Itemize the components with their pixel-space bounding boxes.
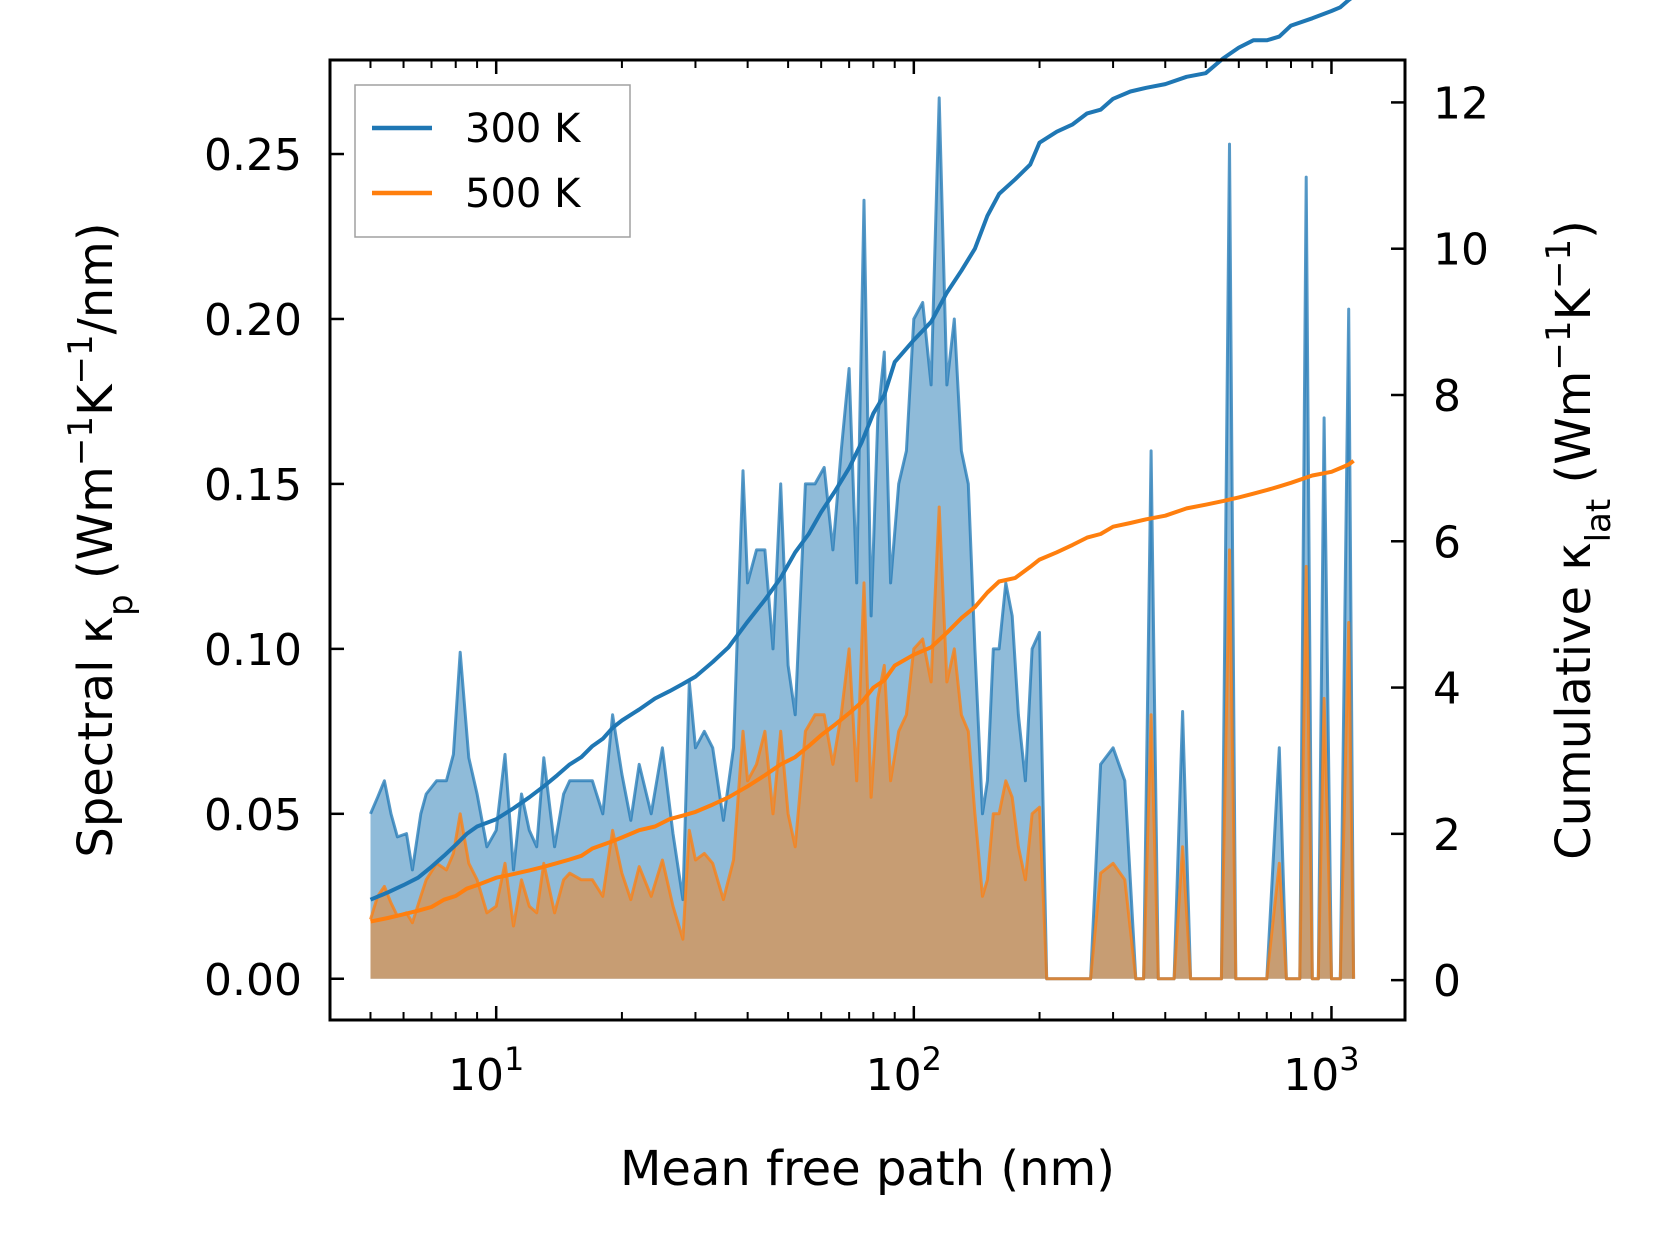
y-right-label-sup1: −1 xyxy=(1539,320,1579,370)
plot-frame xyxy=(328,58,1407,1022)
y-right-tick-label: 10 xyxy=(1433,225,1489,276)
y-left-tick-label: 0.00 xyxy=(204,955,302,1006)
legend-label-300k: 300 K xyxy=(465,106,582,152)
y-right-tick-label: 0 xyxy=(1433,956,1461,1007)
ticks xyxy=(330,60,1405,1020)
x-axis-label: Mean free path (nm) xyxy=(620,1141,1115,1197)
x-tick-label: 102 xyxy=(866,1040,942,1101)
y-left-label-close: /nm) xyxy=(68,222,124,334)
y-right-tick-label: 12 xyxy=(1433,78,1489,129)
spectral-line-500k xyxy=(369,505,1356,981)
x-tick-exponent: 2 xyxy=(922,1040,942,1078)
y-right-label-sup2: −1 xyxy=(1539,239,1579,289)
y-left-tick-label: 0.05 xyxy=(204,790,302,841)
y-left-tick-label: 0.10 xyxy=(204,625,302,676)
y-left-tick-label: 0.15 xyxy=(204,460,302,511)
y-left-label-units-open: (Wm xyxy=(68,466,124,594)
legend-box xyxy=(354,84,631,238)
spectral-fill-300k xyxy=(370,97,1354,979)
legend-label-500k: 500 K xyxy=(465,171,582,217)
y-left-label-mid: K xyxy=(68,383,124,416)
y-right-label-units-open: (Wm xyxy=(1546,371,1602,499)
y-left-tick-label: 0.20 xyxy=(204,295,302,346)
x-tick-mantissa: 10 xyxy=(866,1050,922,1101)
x-tick-label: 103 xyxy=(1283,1040,1359,1101)
series-lines xyxy=(369,0,1356,981)
y-left-label-sup1: −1 xyxy=(61,416,101,466)
legend: 300 K 500 K xyxy=(354,84,631,238)
y-right-tick-label: 2 xyxy=(1433,810,1461,861)
y-right-label-mid: K xyxy=(1546,287,1602,320)
y-left-tick-label: 0.25 xyxy=(204,130,302,181)
cumulative-line-500k xyxy=(370,459,1355,924)
y-right-tick-label: 6 xyxy=(1433,517,1461,568)
x-tick-exponent: 1 xyxy=(504,1040,524,1078)
y-left-label-sup2: −1 xyxy=(61,334,101,384)
y-right-label-sub: lat xyxy=(1579,499,1619,543)
y-right-label-close: ) xyxy=(1546,220,1602,239)
y-right-tick-label: 4 xyxy=(1433,664,1461,715)
y-right-tick-label: 8 xyxy=(1433,371,1461,422)
x-tick-mantissa: 10 xyxy=(448,1050,504,1101)
spectral-fills xyxy=(370,97,1354,979)
x-tick-mantissa: 10 xyxy=(1283,1050,1339,1101)
y-left-label-sub: p xyxy=(101,594,141,616)
cumulative-line-300k xyxy=(369,0,1353,902)
x-tick-exponent: 3 xyxy=(1339,1040,1359,1078)
y-axis-right-label: Cumulative κlat (Wm−1K−1) xyxy=(1539,220,1619,860)
y-left-label-main: Spectral κ xyxy=(68,616,124,858)
y-axis-left-label: Spectral κp (Wm−1K−1/nm) xyxy=(61,222,141,857)
y-right-label-main: Cumulative κ xyxy=(1546,542,1602,860)
spectral-fill-500k xyxy=(370,507,1354,979)
x-tick-label: 101 xyxy=(448,1040,524,1101)
